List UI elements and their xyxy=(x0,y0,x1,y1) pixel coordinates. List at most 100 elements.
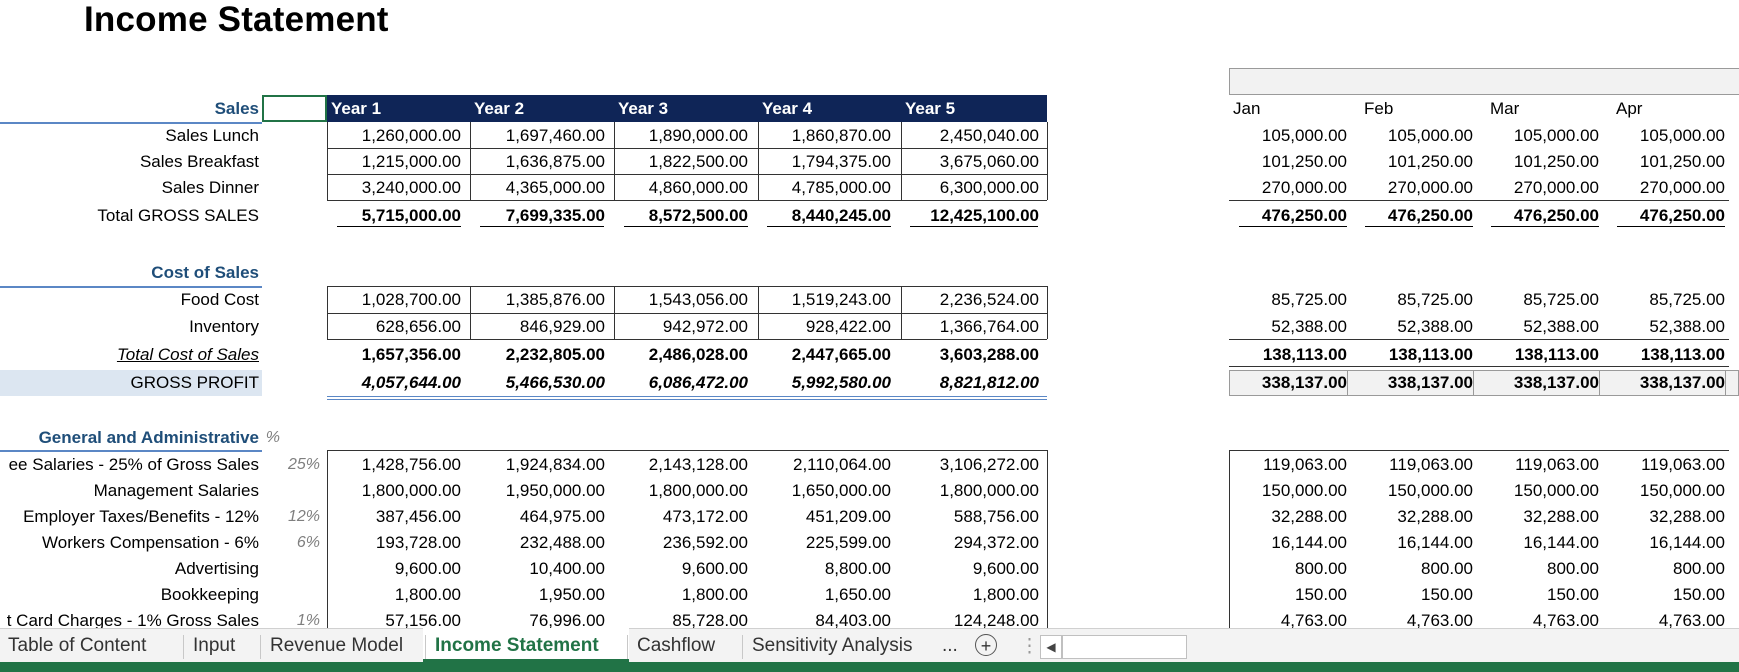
year-value-cell[interactable]: 1,800.00 xyxy=(394,585,461,604)
month-value-cell[interactable]: 800.00 xyxy=(1673,559,1725,578)
year-value-cell[interactable]: 4,365,000.00 xyxy=(505,178,605,197)
month-value-cell[interactable]: 338,137.00 xyxy=(1639,373,1725,392)
column-header-month[interactable]: Apr xyxy=(1616,99,1643,118)
month-value-cell[interactable]: 150.00 xyxy=(1421,585,1473,604)
year-value-cell[interactable]: 1,794,375.00 xyxy=(791,152,891,171)
year-value-cell[interactable]: 76,996.00 xyxy=(529,611,605,630)
add-sheet-icon[interactable]: + xyxy=(975,634,997,656)
year-value-cell[interactable]: 2,110,064.00 xyxy=(793,455,891,474)
year-value-cell[interactable]: 1,519,243.00 xyxy=(791,290,891,309)
month-value-cell[interactable]: 105,000.00 xyxy=(1639,126,1725,145)
year-value-cell[interactable]: 4,860,000.00 xyxy=(648,178,748,197)
more-tabs-button[interactable]: ... xyxy=(942,635,958,656)
year-value-cell[interactable]: 232,488.00 xyxy=(519,533,605,552)
sheet-tab[interactable]: Sensitivity Analysis xyxy=(752,635,913,656)
year-value-cell[interactable]: 464,975.00 xyxy=(519,507,605,526)
month-value-cell[interactable]: 105,000.00 xyxy=(1387,126,1473,145)
year-value-cell[interactable]: 3,240,000.00 xyxy=(361,178,461,197)
year-value-cell[interactable]: 1,800.00 xyxy=(972,585,1039,604)
month-value-cell[interactable]: 16,144.00 xyxy=(1523,533,1599,552)
month-value-cell[interactable]: 800.00 xyxy=(1547,559,1599,578)
year-value-cell[interactable]: 10,400.00 xyxy=(529,559,605,578)
year-value-cell[interactable]: 1,543,056.00 xyxy=(648,290,748,309)
year-value-cell[interactable]: 5,466,530.00 xyxy=(505,373,605,392)
month-value-cell[interactable]: 476,250.00 xyxy=(1261,206,1347,225)
year-value-cell[interactable]: 942,972.00 xyxy=(662,317,748,336)
year-value-cell[interactable]: 84,403.00 xyxy=(815,611,891,630)
year-value-cell[interactable]: 294,372.00 xyxy=(953,533,1039,552)
month-value-cell[interactable]: 119,063.00 xyxy=(1263,455,1347,474)
year-value-cell[interactable]: 1,950,000.00 xyxy=(505,481,605,500)
year-value-cell[interactable]: 5,992,580.00 xyxy=(791,373,891,392)
month-value-cell[interactable]: 52,388.00 xyxy=(1271,317,1347,336)
year-value-cell[interactable]: 628,656.00 xyxy=(375,317,461,336)
month-value-cell[interactable]: 4,763.00 xyxy=(1532,611,1599,630)
month-value-cell[interactable]: 101,250.00 xyxy=(1261,152,1347,171)
year-value-cell[interactable]: 4,057,644.00 xyxy=(361,373,461,392)
month-value-cell[interactable]: 101,250.00 xyxy=(1387,152,1473,171)
month-value-cell[interactable]: 476,250.00 xyxy=(1639,206,1725,225)
year-value-cell[interactable]: 1,260,000.00 xyxy=(361,126,461,145)
year-value-cell[interactable]: 1,657,356.00 xyxy=(361,345,461,364)
year-value-cell[interactable]: 1,028,700.00 xyxy=(361,290,461,309)
year-value-cell[interactable]: 3,675,060.00 xyxy=(939,152,1039,171)
year-value-cell[interactable]: 2,143,128.00 xyxy=(648,455,748,474)
column-header-month[interactable]: Jan xyxy=(1233,99,1261,118)
sheet-tab[interactable]: Input xyxy=(193,635,236,656)
year-value-cell[interactable]: 1,215,000.00 xyxy=(361,152,461,171)
year-value-cell[interactable]: 193,728.00 xyxy=(375,533,461,552)
month-value-cell[interactable]: 32,288.00 xyxy=(1649,507,1725,526)
year-value-cell[interactable]: 387,456.00 xyxy=(375,507,461,526)
month-value-cell[interactable]: 52,388.00 xyxy=(1649,317,1725,336)
selected-cell[interactable] xyxy=(262,95,327,122)
year-value-cell[interactable]: 6,300,000.00 xyxy=(939,178,1039,197)
month-value-cell[interactable]: 85,725.00 xyxy=(1397,290,1473,309)
month-value-cell[interactable]: 138,113.00 xyxy=(1640,345,1725,364)
month-value-cell[interactable]: 85,725.00 xyxy=(1271,290,1347,309)
column-header-year[interactable]: Year 1 xyxy=(327,95,470,122)
horizontal-scrollbar[interactable] xyxy=(1062,635,1187,659)
month-value-cell[interactable]: 32,288.00 xyxy=(1523,507,1599,526)
month-value-cell[interactable]: 52,388.00 xyxy=(1523,317,1599,336)
year-value-cell[interactable]: 124,248.00 xyxy=(953,611,1039,630)
month-value-cell[interactable]: 4,763.00 xyxy=(1406,611,1473,630)
month-value-cell[interactable]: 270,000.00 xyxy=(1261,178,1347,197)
year-value-cell[interactable]: 57,156.00 xyxy=(385,611,461,630)
month-value-cell[interactable]: 150,000.00 xyxy=(1513,481,1599,500)
month-value-cell[interactable]: 119,063.00 xyxy=(1641,455,1725,474)
month-value-cell[interactable]: 150,000.00 xyxy=(1387,481,1473,500)
month-value-cell[interactable]: 150,000.00 xyxy=(1639,481,1725,500)
year-value-cell[interactable]: 1,366,764.00 xyxy=(939,317,1039,336)
percent-cell[interactable]: 25% xyxy=(287,456,320,473)
month-value-cell[interactable]: 800.00 xyxy=(1421,559,1473,578)
sheet-tab[interactable]: Table of Content xyxy=(8,635,147,656)
month-value-cell[interactable]: 150.00 xyxy=(1673,585,1725,604)
sheet-tab[interactable]: Cashflow xyxy=(637,635,716,656)
column-header-year[interactable]: Year 2 xyxy=(470,95,614,122)
percent-cell[interactable]: 6% xyxy=(296,534,320,551)
percent-cell[interactable]: 1% xyxy=(296,612,320,629)
year-value-cell[interactable]: 928,422.00 xyxy=(805,317,891,336)
month-value-cell[interactable]: 338,137.00 xyxy=(1261,373,1347,392)
month-value-cell[interactable]: 101,250.00 xyxy=(1513,152,1599,171)
month-value-cell[interactable]: 16,144.00 xyxy=(1271,533,1347,552)
year-value-cell[interactable]: 588,756.00 xyxy=(953,507,1039,526)
year-value-cell[interactable]: 85,728.00 xyxy=(672,611,748,630)
year-value-cell[interactable]: 9,600.00 xyxy=(681,559,748,578)
month-value-cell[interactable]: 138,113.00 xyxy=(1514,345,1599,364)
year-value-cell[interactable]: 1,650.00 xyxy=(824,585,891,604)
month-value-cell[interactable]: 4,763.00 xyxy=(1280,611,1347,630)
year-value-cell[interactable]: 12,425,100.00 xyxy=(930,206,1039,225)
month-value-cell[interactable]: 270,000.00 xyxy=(1639,178,1725,197)
month-value-cell[interactable]: 270,000.00 xyxy=(1513,178,1599,197)
month-value-cell[interactable]: 270,000.00 xyxy=(1387,178,1473,197)
month-value-cell[interactable]: 119,063.00 xyxy=(1515,455,1599,474)
month-value-cell[interactable]: 16,144.00 xyxy=(1649,533,1725,552)
month-value-cell[interactable]: 85,725.00 xyxy=(1523,290,1599,309)
year-value-cell[interactable]: 9,600.00 xyxy=(394,559,461,578)
year-value-cell[interactable]: 236,592.00 xyxy=(662,533,748,552)
year-value-cell[interactable]: 7,699,335.00 xyxy=(505,206,605,225)
year-value-cell[interactable]: 1,822,500.00 xyxy=(648,152,748,171)
column-header-year[interactable]: Year 3 xyxy=(614,95,758,122)
year-value-cell[interactable]: 1,950.00 xyxy=(538,585,605,604)
